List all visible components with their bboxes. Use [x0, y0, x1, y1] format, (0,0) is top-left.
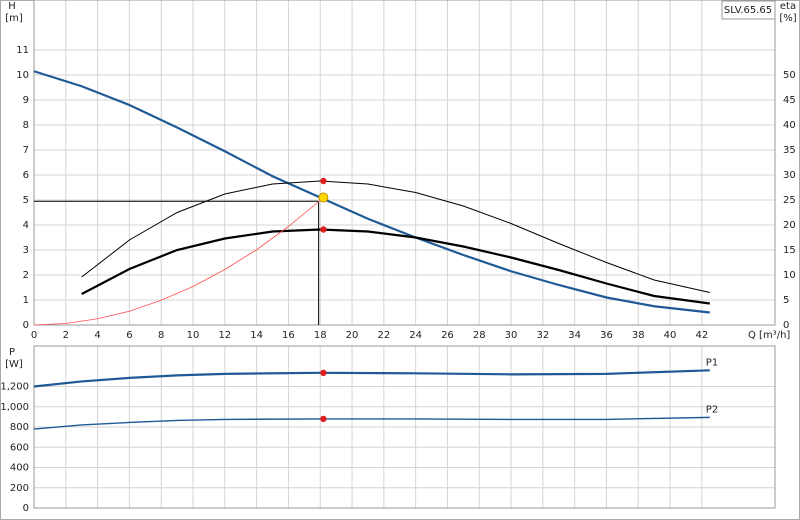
- x-tick-label: 20: [346, 330, 359, 341]
- y-tick-label: 1,200: [0, 382, 29, 393]
- y-axis-unit: [m]: [5, 13, 23, 24]
- x-tick-label: 16: [282, 330, 295, 341]
- x-tick-label: 28: [473, 330, 486, 341]
- x-tick-label: 26: [441, 330, 454, 341]
- series-line: [33, 197, 324, 326]
- y-tick-label: 0: [23, 503, 29, 514]
- y-tick-label: 3: [23, 245, 29, 256]
- x-tick-label: 38: [632, 330, 645, 341]
- x-tick-label: 12: [218, 330, 231, 341]
- y2-tick-label: 30: [783, 170, 796, 181]
- y-tick-label: 6: [23, 170, 29, 181]
- y2-tick-label: 25: [783, 195, 796, 206]
- y-tick-label: 0: [23, 320, 29, 331]
- y2-tick-label: 45: [783, 95, 796, 106]
- x-axis-label: Q [m³/h]: [748, 330, 790, 341]
- y2-tick-label: 20: [783, 220, 796, 231]
- x-tick-label: 36: [600, 330, 613, 341]
- x-tick-label: 24: [409, 330, 422, 341]
- operating-point: [320, 369, 327, 377]
- y-tick-label: 1: [23, 295, 29, 306]
- series-line: [33, 70, 710, 314]
- y-tick-label: 10: [16, 70, 29, 81]
- x-tick-label: 10: [187, 330, 200, 341]
- y-axis-label: H: [8, 1, 16, 12]
- y-tick-label: 9: [23, 95, 29, 106]
- y-tick-label: 8: [23, 120, 29, 131]
- operating-point: [320, 415, 327, 423]
- y-tick-label: 800: [10, 422, 29, 433]
- x-tick-label: 40: [664, 330, 677, 341]
- y2-tick-label: 10: [783, 270, 796, 281]
- y-tick-label: 11: [16, 45, 29, 56]
- x-tick-label: 8: [158, 330, 164, 341]
- x-tick-label: 4: [94, 330, 100, 341]
- x-tick-label: 0: [31, 330, 37, 341]
- plot-area: [34, 0, 775, 325]
- series-line: [33, 416, 710, 430]
- x-tick-label: 34: [568, 330, 581, 341]
- y-tick-label: 200: [10, 483, 29, 494]
- y-axis-label: P: [9, 347, 15, 358]
- y2-tick-label: 50: [783, 70, 796, 81]
- x-tick-label: 6: [126, 330, 132, 341]
- x-tick-label: 30: [505, 330, 518, 341]
- y2-tick-label: 40: [783, 120, 796, 131]
- title-box: [721, 0, 776, 20]
- y-axis-unit: [W]: [5, 359, 23, 370]
- y-tick-label: 400: [10, 463, 29, 474]
- x-tick-label: 14: [250, 330, 263, 341]
- y2-tick-label: 35: [783, 145, 796, 156]
- operating-point: [318, 192, 329, 203]
- series-line: [81, 180, 710, 293]
- series-label: P2: [706, 404, 718, 415]
- x-tick-label: 22: [377, 330, 390, 341]
- plot-border: [33, 345, 776, 509]
- y-tick-label: 600: [10, 442, 29, 453]
- x-tick-label: 2: [63, 330, 69, 341]
- operating-point: [320, 226, 327, 233]
- y2-tick-label: 0: [783, 320, 789, 331]
- y-tick-label: 7: [23, 145, 29, 156]
- y-tick-label: 5: [23, 195, 29, 206]
- y2-axis-unit: [%]: [779, 13, 796, 24]
- y2-tick-label: 5: [783, 295, 789, 306]
- x-tick-label: 42: [695, 330, 708, 341]
- y-tick-label: 1,000: [0, 402, 29, 413]
- series-label: P1: [706, 357, 718, 368]
- x-tick-label: 32: [536, 330, 549, 341]
- y2-tick-label: 15: [783, 245, 796, 256]
- x-tick-label: 18: [314, 330, 327, 341]
- y-tick-label: 4: [23, 220, 29, 231]
- operating-point: [320, 177, 327, 185]
- chart-title: SLV.65.65: [724, 5, 772, 16]
- plot-border: [33, 0, 776, 326]
- series-line: [33, 369, 710, 388]
- y2-axis-label: eta: [780, 1, 796, 12]
- y-tick-label: 2: [23, 270, 29, 281]
- series-line: [81, 228, 710, 305]
